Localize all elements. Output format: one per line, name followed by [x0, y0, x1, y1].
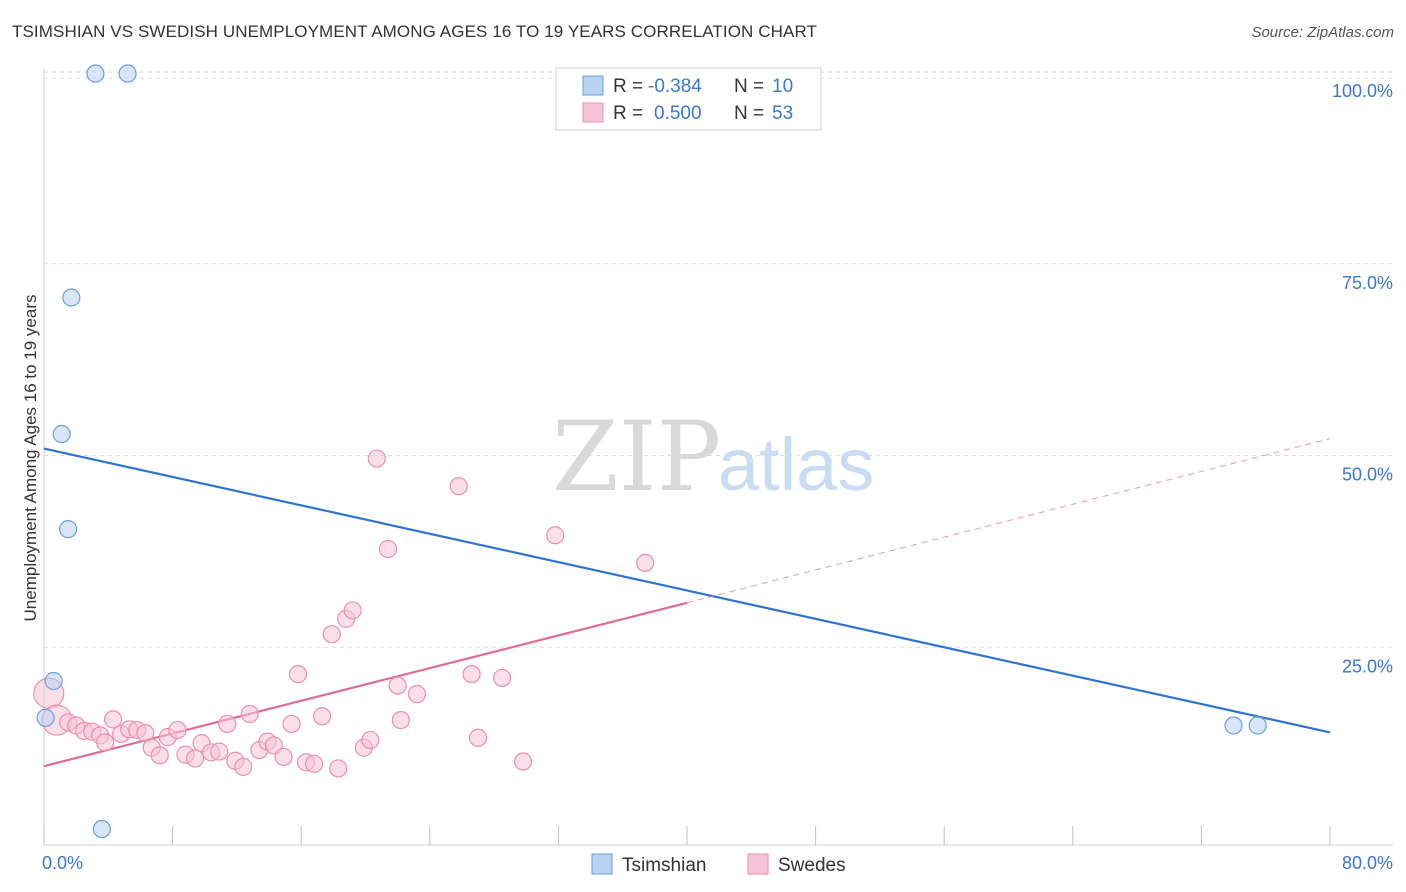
point-swedes-43	[388, 676, 407, 695]
legend-r-label-2: R =	[613, 103, 643, 124]
legend-n-value-2: 53	[772, 103, 793, 124]
bottom-legend-swatch-swedes	[747, 853, 769, 875]
legend-r-value-1: -0.384	[648, 76, 702, 97]
point-tsimshian-6	[36, 708, 55, 727]
legend-box: R = -0.384 N = 10 R = 0.500 N = 53	[555, 67, 822, 131]
point-tsimshian-2	[62, 288, 81, 307]
watermark: ZIP atlas	[552, 401, 874, 513]
point-swedes-29	[274, 747, 293, 767]
points-layer	[33, 64, 1267, 839]
watermark-zip: ZIP	[552, 401, 721, 513]
point-swedes-52	[636, 553, 655, 572]
legend-n-value-1: 10	[772, 76, 793, 97]
legend-r-value-2: 0.500	[654, 103, 702, 124]
y-tick-label-50: 50.0%	[1342, 465, 1393, 485]
y-tick-label-25: 25.0%	[1342, 656, 1393, 676]
point-swedes-21	[210, 742, 229, 761]
point-swedes-18	[186, 749, 205, 768]
chart-source: Source: ZipAtlas.com	[1251, 24, 1394, 41]
legend-swatch-tsimshian	[582, 75, 604, 96]
point-swedes-36	[329, 759, 348, 778]
point-swedes-51	[546, 526, 565, 545]
bottom-legend-label-tsimshian: Tsimshian	[622, 855, 706, 876]
bottom-legend-swatch-tsimshian	[591, 853, 613, 875]
y-axis-title: Unemployment Among Ages 16 to 19 years	[21, 295, 40, 622]
point-tsimshian-0	[86, 64, 105, 83]
point-swedes-33	[304, 754, 324, 773]
point-swedes-40	[361, 730, 380, 750]
legend-r-label-1: R =	[613, 76, 643, 97]
point-swedes-49	[493, 668, 512, 688]
point-swedes-31	[288, 664, 308, 684]
grid-layer	[44, 71, 1393, 648]
legend-swatch-swedes	[582, 102, 604, 123]
point-swedes-41	[367, 449, 386, 468]
point-swedes-35	[322, 625, 341, 644]
point-tsimshian-4	[59, 520, 78, 539]
point-tsimshian-3	[52, 424, 71, 444]
point-tsimshian-1	[118, 64, 137, 83]
legend-n-label-2: N =	[734, 103, 764, 124]
y-tick-label-100: 100.0%	[1332, 81, 1393, 101]
legend-n-label-1: N =	[734, 76, 764, 97]
bottom-legend-label-swedes: Swedes	[778, 855, 846, 876]
point-swedes-42	[378, 539, 398, 559]
point-swedes-38	[343, 601, 362, 620]
point-swedes-25	[240, 704, 259, 724]
point-swedes-48	[468, 728, 488, 747]
point-tsimshian-9	[1248, 716, 1267, 735]
chart-title: TSIMSHIAN VS SWEDISH UNEMPLOYMENT AMONG …	[12, 22, 817, 41]
x-tick-label-max: 80.0%	[1342, 853, 1393, 873]
bottom-legend: Tsimshian Swedes	[591, 853, 846, 876]
point-swedes-45	[407, 684, 427, 704]
point-tsimshian-5	[44, 671, 63, 691]
point-swedes-8	[104, 710, 123, 729]
point-swedes-30	[282, 714, 301, 734]
point-swedes-7	[95, 733, 115, 752]
y-tick-label-75: 75.0%	[1342, 273, 1393, 293]
point-swedes-24	[234, 757, 253, 777]
point-swedes-46	[449, 477, 468, 496]
point-swedes-34	[312, 707, 332, 726]
point-swedes-44	[391, 711, 410, 730]
point-tsimshian-7	[92, 819, 111, 839]
watermark-atlas: atlas	[718, 423, 874, 506]
x-tick-label-min: 0.0%	[42, 853, 83, 873]
point-swedes-16	[168, 720, 187, 740]
trend-line-tsimshian	[43, 447, 1331, 734]
point-swedes-47	[462, 664, 481, 684]
point-tsimshian-8	[1224, 716, 1243, 735]
point-swedes-50	[513, 752, 533, 771]
trend-line-dashed-swedes	[686, 438, 1331, 604]
point-swedes-14	[150, 746, 169, 765]
axis-layer: 25.0% 50.0% 75.0% 100.0%	[43, 68, 1393, 846]
point-swedes-22	[218, 714, 237, 734]
